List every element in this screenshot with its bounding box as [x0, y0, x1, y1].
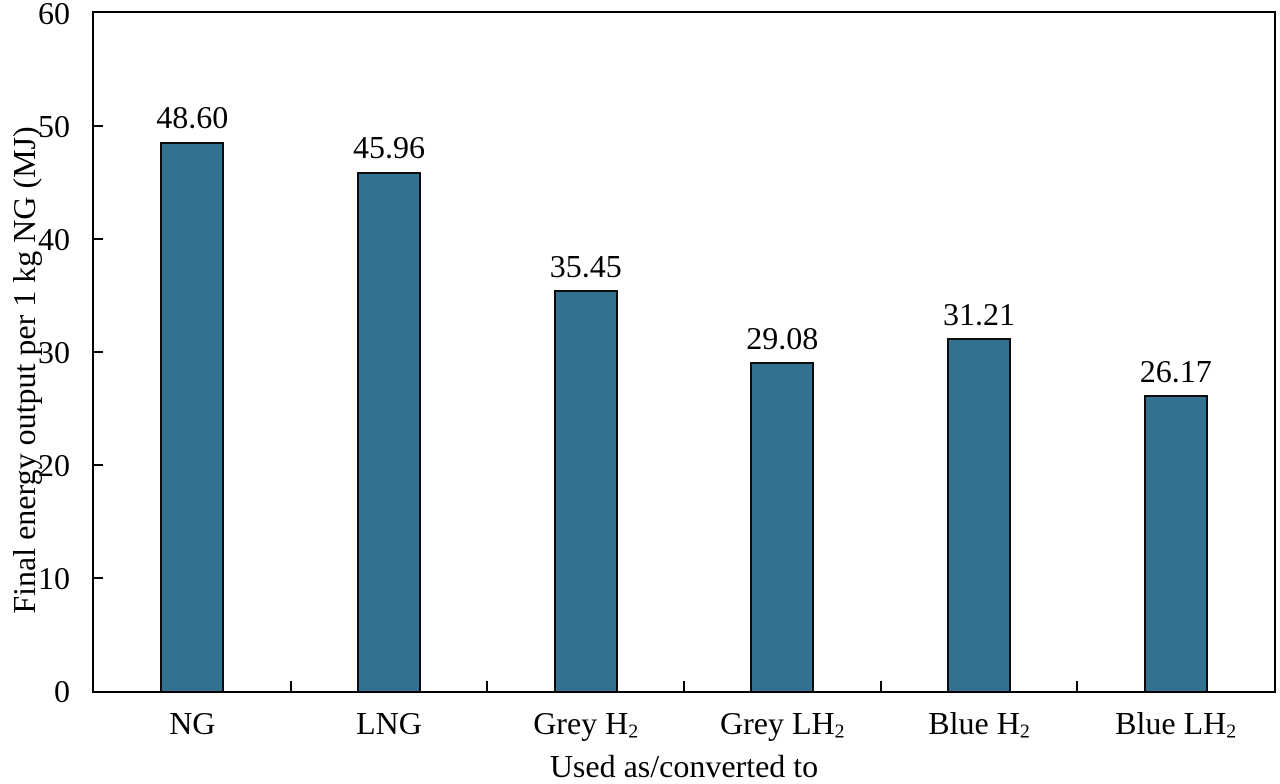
bar-value-label: 31.21	[943, 295, 1015, 332]
bar	[1143, 395, 1208, 691]
category-label-text: Grey H	[533, 705, 629, 741]
x-category-label: Blue LH2	[1115, 704, 1236, 751]
x-category-label: LNG	[356, 704, 422, 751]
x-category-label: Blue H2	[928, 704, 1029, 751]
x-axis-title: Used as/converted to	[549, 748, 819, 784]
bar	[947, 338, 1011, 691]
bar-value-label: 26.17	[1139, 352, 1212, 389]
category-label-text: Blue H	[928, 705, 1020, 741]
x-category-label: Grey LH2	[720, 704, 845, 751]
y-axis-tick-label: 40	[38, 221, 70, 257]
y-axis-tick	[94, 238, 103, 240]
x-category-label: Grey H2	[533, 704, 638, 751]
y-axis-tick-label: 50	[38, 108, 70, 144]
bar-value-label: 48.60	[156, 99, 229, 136]
bar-value-label: 35.45	[549, 247, 622, 284]
plot-area: 48.60 45.96 35.45 29.08 31.21 26.17	[92, 11, 1276, 693]
category-label-subscript: 2	[834, 720, 845, 743]
bar-value-label: 45.96	[353, 128, 425, 165]
bar	[553, 290, 618, 691]
x-axis-tick	[879, 681, 882, 691]
y-axis-tick-label: 30	[38, 334, 70, 370]
category-label-text: LNG	[356, 705, 422, 741]
category-label-subscript: 2	[1226, 720, 1237, 743]
x-category-label: NG	[169, 704, 215, 751]
category-label-text: Grey LH	[720, 705, 835, 741]
category-label-subscript: 2	[628, 720, 639, 743]
bar	[357, 171, 421, 691]
y-axis-tick-label: 10	[38, 560, 70, 596]
category-label-subscript: 2	[1019, 720, 1030, 743]
bar-value-label: 29.08	[746, 319, 819, 356]
x-axis-tick	[289, 681, 292, 691]
bar	[750, 362, 815, 691]
x-axis-tick	[1076, 681, 1079, 691]
y-axis-tick-label: 60	[38, 0, 70, 31]
y-axis-tick	[94, 464, 103, 466]
category-label-text: NG	[169, 705, 216, 741]
y-axis-tick	[94, 577, 103, 579]
y-axis-tick-label: 0	[54, 673, 70, 709]
y-axis-tick	[94, 125, 103, 127]
y-axis-tick	[94, 351, 103, 353]
x-axis-tick	[683, 681, 685, 691]
category-label-text: Blue LH	[1115, 705, 1227, 741]
y-axis-tick-label: 20	[38, 447, 70, 483]
bar	[160, 141, 225, 691]
x-axis-tick	[486, 681, 489, 691]
